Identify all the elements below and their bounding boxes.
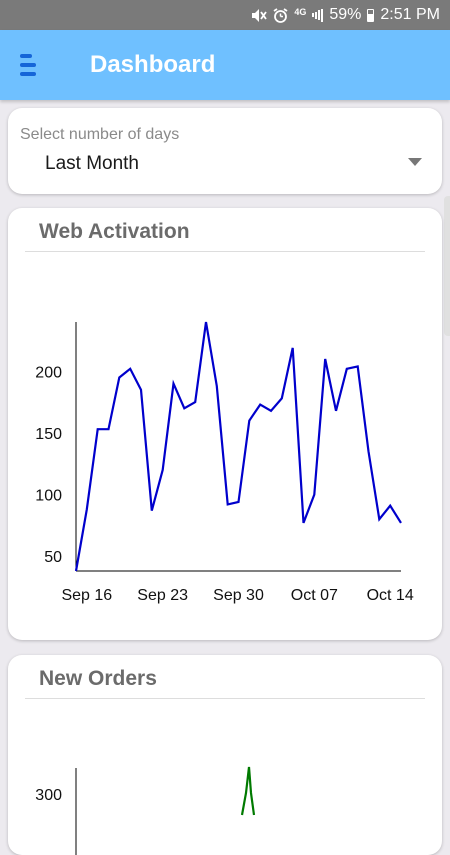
hamburger-menu-icon[interactable] xyxy=(20,54,36,76)
battery-icon xyxy=(367,8,375,22)
x-tick-label: Sep 16 xyxy=(61,587,112,604)
new-orders-card: New Orders 300 xyxy=(8,655,442,855)
dropdown-arrow-icon[interactable] xyxy=(408,158,422,166)
app-bar: Dashboard xyxy=(0,30,450,100)
y-tick-label: 100 xyxy=(35,488,62,505)
new-orders-title: New Orders xyxy=(39,667,157,690)
x-tick-label: Sep 30 xyxy=(213,587,264,604)
series-line xyxy=(240,766,256,816)
card-divider xyxy=(25,698,425,699)
days-select[interactable]: Select number of days Last Month xyxy=(8,108,442,194)
y-tick-label: 50 xyxy=(44,549,62,566)
status-bar: 4G 59% 2:51 PM xyxy=(0,0,450,30)
card-divider xyxy=(25,251,425,252)
x-tick-label: Oct 07 xyxy=(291,587,338,604)
battery-fill xyxy=(368,14,374,21)
y-tick-label: 150 xyxy=(35,426,62,443)
web-activation-card: Web Activation 50 100 150 200 Sep 16 Sep 23 Se… xyxy=(8,208,442,640)
network-4g-icon: 4G xyxy=(294,7,307,17)
y-tick-label: 300 xyxy=(35,787,62,804)
new-orders-chart: 300 xyxy=(35,766,256,855)
web-activation-title: Web Activation xyxy=(39,220,190,243)
web-activation-chart: 50 100 150 200 Sep 16 Sep 23 Sep 30 Oct 07 Oct 1… xyxy=(35,321,414,604)
signal-icon xyxy=(312,8,324,22)
scroll-indicator xyxy=(444,196,450,336)
series-line xyxy=(74,321,402,572)
x-tick-label: Oct 14 xyxy=(367,587,414,604)
x-tick-label: Sep 23 xyxy=(137,587,188,604)
days-select-value[interactable]: Last Month xyxy=(45,153,139,174)
y-tick-label: 200 xyxy=(35,364,62,381)
page-title: Dashboard xyxy=(90,51,216,78)
mute-icon xyxy=(250,8,268,23)
days-select-label: Select number of days xyxy=(20,126,180,143)
battery-percent: 59% xyxy=(329,6,362,23)
clock: 2:51 PM xyxy=(380,6,440,23)
alarm-icon xyxy=(273,7,288,23)
